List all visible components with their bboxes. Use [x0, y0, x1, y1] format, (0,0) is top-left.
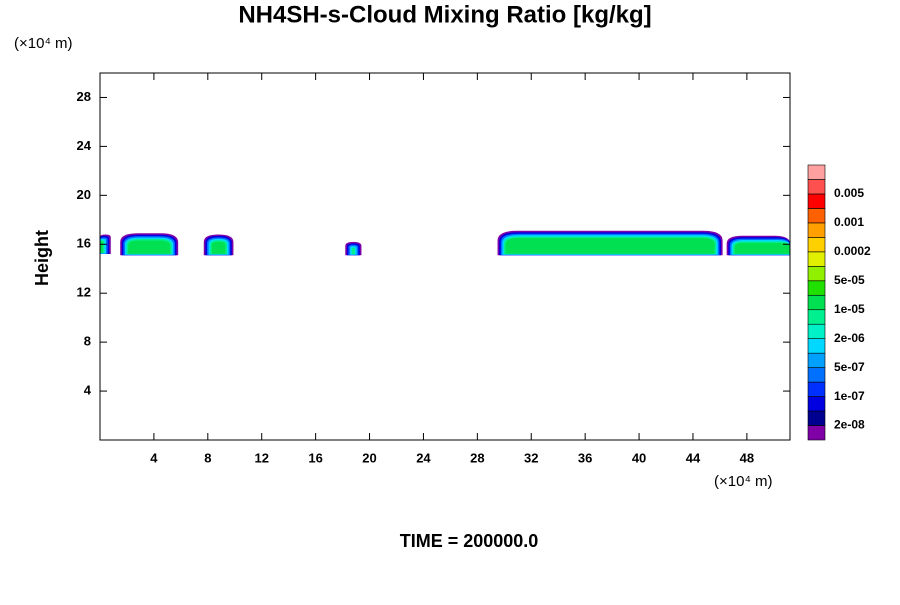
- colorbar-swatch: [807, 208, 826, 224]
- x-tick-label: 48: [740, 450, 754, 465]
- x-tick-label: 4: [150, 450, 158, 465]
- colorbar-label: 1e-05: [834, 302, 865, 316]
- colorbar-swatch: [807, 425, 826, 441]
- cloud-contour: [128, 240, 171, 254]
- colorbar-swatch: [807, 294, 826, 311]
- colorbar-swatch: [807, 381, 826, 397]
- colorbar-swatch: [807, 251, 826, 267]
- colorbar-swatch: [807, 396, 826, 412]
- x-tick-label: 28: [470, 450, 484, 465]
- colorbar-swatch: [807, 179, 826, 195]
- colorbar-label: 2e-06: [834, 331, 865, 345]
- colorbar-label: 5e-07: [834, 360, 865, 374]
- colorbar-swatch: [807, 309, 826, 325]
- colorbar-swatch: [807, 410, 826, 426]
- x-tick-label: 20: [362, 450, 376, 465]
- colorbar-label: 2e-08: [834, 418, 865, 432]
- colorbar-label: 1e-07: [834, 389, 865, 403]
- x-tick-label: 44: [686, 450, 701, 465]
- colorbar-swatch: [807, 193, 826, 209]
- colorbar-label: 0.001: [834, 215, 864, 229]
- colorbar-swatch: [807, 323, 826, 339]
- y-tick-label: 16: [77, 236, 91, 251]
- time-annotation: TIME = 200000.0: [400, 531, 539, 551]
- y-tick-label: 20: [77, 187, 91, 202]
- x-tick-label: 16: [308, 450, 322, 465]
- y-tick-label: 8: [84, 334, 91, 349]
- x-tick-label: 8: [204, 450, 211, 465]
- y-tick-label: 4: [84, 383, 92, 398]
- colorbar-swatch: [807, 367, 826, 383]
- colorbar-label: 0.0002: [834, 244, 871, 258]
- y-tick-label: 24: [77, 138, 92, 153]
- x-unit: (×10⁴ m): [714, 473, 773, 490]
- y-axis-label: Height: [32, 230, 52, 286]
- colorbar-swatch: [807, 338, 826, 354]
- y-tick-label: 28: [77, 89, 91, 104]
- colorbar-swatch: [807, 352, 826, 368]
- y-unit: (×10⁴ m): [14, 35, 73, 52]
- colorbar-swatch: [807, 237, 826, 253]
- y-tick-label: 12: [77, 285, 91, 300]
- colorbar-swatch: [807, 266, 826, 282]
- chart-title: NH4SH-s-Cloud Mixing Ratio [kg/kg]: [238, 1, 651, 28]
- x-tick-label: 24: [416, 450, 431, 465]
- colorbar-label: 5e-05: [834, 273, 865, 287]
- cloud-contour: [351, 247, 356, 255]
- colorbar-swatch: [807, 222, 826, 238]
- cloud-contour: [211, 241, 226, 254]
- cloud-contour: [734, 242, 790, 254]
- colorbar-label: 0.005: [834, 186, 864, 200]
- colorbar-swatch: [807, 280, 826, 296]
- colorbar-swatch: [807, 164, 826, 180]
- x-tick-label: 32: [524, 450, 538, 465]
- x-tick-label: 12: [254, 450, 268, 465]
- x-tick-label: 40: [632, 450, 646, 465]
- cloud-contour: [505, 238, 715, 254]
- x-tick-label: 36: [578, 450, 592, 465]
- plot-frame: [99, 72, 791, 441]
